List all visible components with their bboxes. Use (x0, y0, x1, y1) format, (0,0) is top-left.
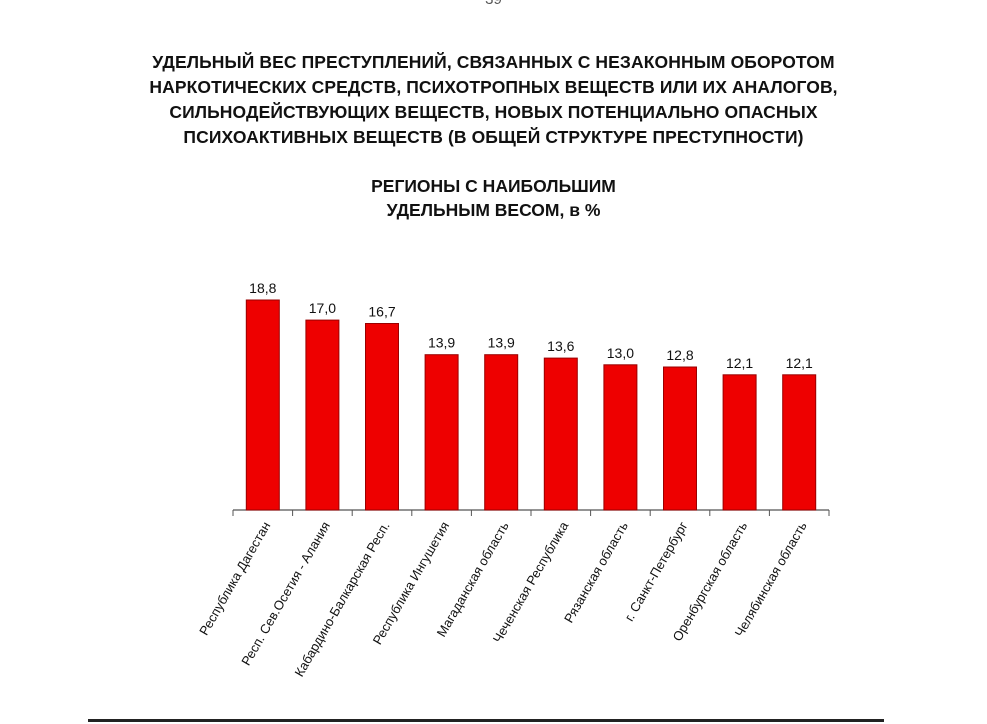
bar-value-label: 17,0 (309, 300, 336, 316)
bar (782, 374, 817, 511)
bar (365, 323, 399, 511)
bar (245, 299, 280, 511)
bar (663, 366, 697, 511)
ticks-group (232, 510, 830, 516)
bar (603, 364, 638, 511)
category-label: г. Санкт-Петербург (621, 519, 690, 624)
bar (543, 357, 578, 511)
page-title-line: ПСИХОАКТИВНЫХ ВЕЩЕСТВ (В ОБЩЕЙ СТРУКТУРЕ… (183, 127, 804, 147)
chart-title-line: РЕГИОНЫ С НАИБОЛЬШИМ (371, 176, 616, 196)
bar (722, 374, 757, 511)
bar-value-label: 12,8 (666, 347, 693, 363)
page-title-line: УДЕЛЬНЫЙ ВЕС ПРЕСТУПЛЕНИЙ, СВЯЗАННЫХ С Н… (152, 52, 835, 72)
bar-value-label: 12,1 (786, 355, 813, 371)
bar (424, 354, 459, 511)
bar-value-label: 18,8 (249, 280, 276, 296)
bars-group (245, 299, 817, 511)
bar-value-label: 13,9 (488, 335, 515, 351)
bar (484, 354, 519, 511)
bottom-rule (88, 719, 884, 722)
page-title-line: СИЛЬНОДЕЙСТВУЮЩИХ ВЕЩЕСТВ, НОВЫХ ПОТЕНЦИ… (169, 102, 818, 122)
chart-title-line: УДЕЛЬНЫМ ВЕСОМ, в % (386, 200, 601, 220)
page-title: УДЕЛЬНЫЙ ВЕС ПРЕСТУПЛЕНИЙ, СВЯЗАННЫХ С Н… (60, 50, 927, 150)
page-number: 39 (0, 0, 987, 8)
chart-title: РЕГИОНЫ С НАИБОЛЬШИМ УДЕЛЬНЫМ ВЕСОМ, в % (150, 174, 837, 222)
bar-value-label: 16,7 (368, 304, 395, 320)
bar-value-label: 13,0 (607, 345, 634, 361)
bar (305, 319, 340, 511)
bar-value-label: 12,1 (726, 355, 753, 371)
bar-value-label: 13,6 (547, 338, 574, 354)
bar-value-label: 13,9 (428, 335, 455, 351)
value-labels-group: 18,8 17,0 16,7 13,9 13,9 13,6 13,0 12,8 12,1 12,1 (249, 280, 813, 371)
category-label: Рязанская область (561, 519, 631, 626)
page-title-line: НАРКОТИЧЕСКИХ СРЕДСТВ, ПСИХОТРОПНЫХ ВЕЩЕ… (149, 77, 838, 97)
